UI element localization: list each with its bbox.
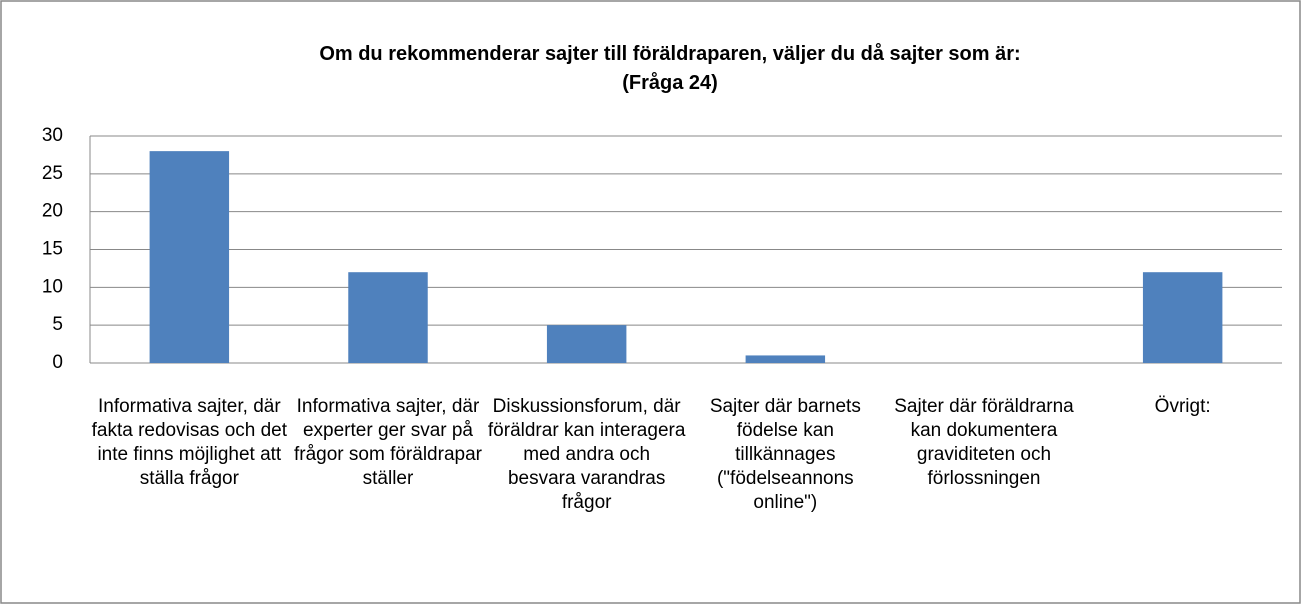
y-tick-label: 15 xyxy=(42,239,63,260)
x-tick-label: Diskussionsforum, där föräldrar kan inte… xyxy=(487,396,686,513)
bar xyxy=(348,272,428,363)
x-tick-label: Informativa sajter, där fakta redovisas … xyxy=(91,396,288,489)
y-tick-label: 5 xyxy=(52,314,63,335)
y-tick-label: 25 xyxy=(42,163,63,184)
bar xyxy=(745,355,826,363)
y-tick-label: 0 xyxy=(52,352,63,373)
bar xyxy=(149,151,230,363)
y-tick-label: 20 xyxy=(42,201,63,222)
y-tick-label: 10 xyxy=(42,276,63,297)
x-tick-label: Informativa sajter, där experter ger sva… xyxy=(294,396,482,489)
x-tick-label: Övrigt: xyxy=(1154,396,1211,417)
bar xyxy=(1142,272,1223,363)
bar xyxy=(546,325,627,363)
x-tick-label: Sajter där föräldrarna kan dokumentera g… xyxy=(894,396,1074,489)
x-tick-label: Sajter där barnets födelse kan tillkänna… xyxy=(709,396,861,513)
chart-title: Om du rekommenderar sajter till föräldra… xyxy=(319,43,1021,94)
y-tick-label: 30 xyxy=(42,125,63,146)
